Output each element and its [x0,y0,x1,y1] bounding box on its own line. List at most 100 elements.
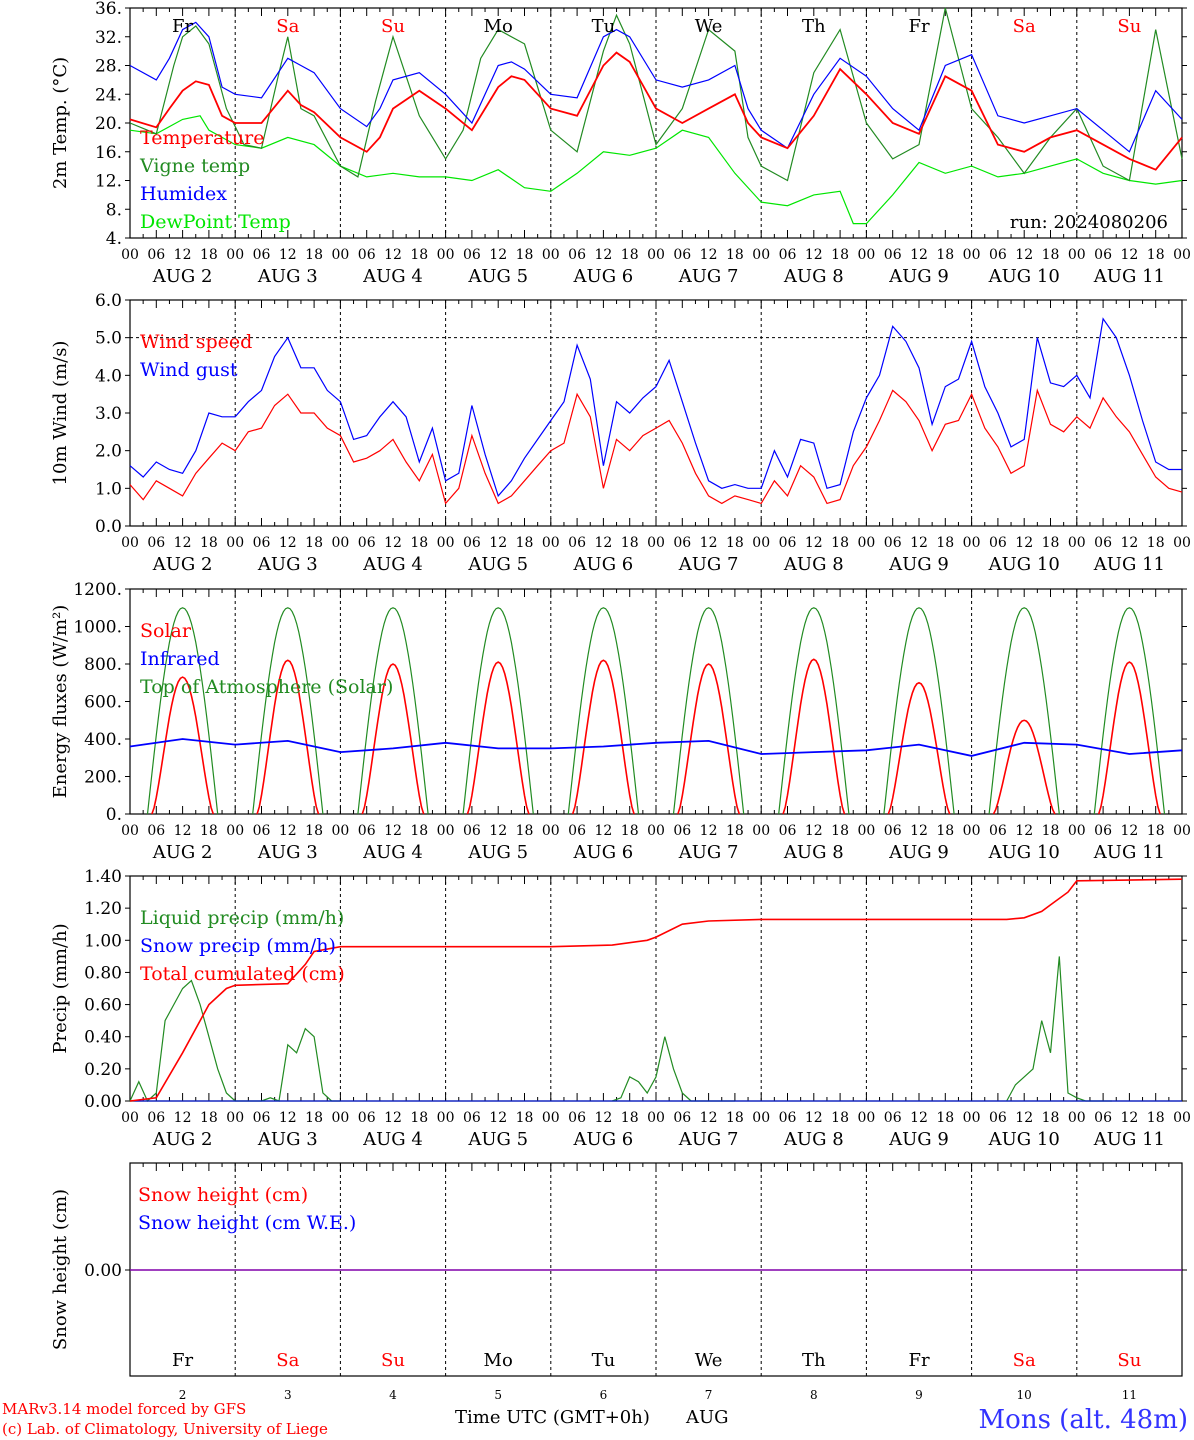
hour-tick-label: 18 [621,1110,639,1126]
y-axis-label: Energy fluxes (W/m²) [50,605,71,799]
hour-tick-label: 00 [1173,247,1191,263]
legend-entry: Wind speed [140,331,252,353]
hour-tick-label: 12 [700,823,718,839]
day-abbr: We [695,16,723,37]
hour-tick-label: 18 [305,535,323,551]
day-abbr: Sa [1013,1350,1036,1371]
day-abbr: Mo [484,1350,513,1371]
hour-tick-label: 18 [200,247,218,263]
series-3 [129,115,1183,225]
hour-tick-label: 18 [1042,1110,1060,1126]
lab-credit: (c) Lab. of Climatology, University of L… [2,1420,328,1438]
y-tick-label: 4.0 [95,366,122,386]
hour-tick-label: 00 [1068,1110,1086,1126]
hour-tick-label: 12 [1015,535,1033,551]
hour-tick-label: 18 [621,247,639,263]
hour-tick-label: 12 [1015,1110,1033,1126]
date-label: AUG 7 [678,842,739,863]
day-abbr: Su [1117,16,1141,37]
day-abbr: Tu [592,16,616,37]
y-tick-label: 0.80 [84,963,122,983]
hour-tick-label: 12 [910,535,928,551]
hour-tick-label: 00 [857,247,875,263]
y-tick-label: 36. [95,0,122,19]
y-axis-label: Precip (mm/h) [50,923,71,1053]
y-axis-label: 2m Temp. (°C) [50,57,71,189]
hour-tick-label: 06 [147,823,165,839]
hour-tick-label: 00 [647,823,665,839]
hour-tick-label: 12 [489,823,507,839]
y-tick-label: 0.40 [84,1028,122,1048]
hour-tick-label: 00 [226,823,244,839]
liquid-precip-2 [611,1036,735,1102]
hour-tick-label: 18 [936,1110,954,1126]
y-tick-label: 1.00 [84,931,122,951]
toa-day [567,607,640,815]
day-abbr: Fr [908,16,929,37]
day-abbr: Th [802,16,826,37]
y-tick-label: 0.00 [84,1261,122,1281]
date-label: AUG 9 [888,1129,949,1150]
hour-tick-label: 06 [463,535,481,551]
date-label: AUG 6 [573,1129,634,1150]
hour-tick-label: 18 [726,247,744,263]
hour-tick-label: 18 [936,535,954,551]
series-1 [129,7,1183,182]
hour-tick-label: 00 [857,535,875,551]
hour-tick-label: 12 [279,247,297,263]
day-abbr: Sa [276,16,299,37]
hour-tick-label: 12 [279,1110,297,1126]
legend-entry: Top of Atmosphere (Solar) [140,676,393,698]
hour-tick-label: 12 [489,247,507,263]
date-label: AUG 4 [362,266,423,287]
hour-tick-label: 18 [1042,535,1060,551]
hour-tick-label: 18 [516,1110,534,1126]
hour-tick-label: 06 [253,535,271,551]
solar-day [992,719,1056,815]
y-tick-label: 1.0 [95,479,122,499]
hour-tick-label: 00 [121,823,139,839]
y-tick-label: 1200. [73,580,122,600]
day-abbr: Th [802,1350,826,1371]
hour-tick-label: 00 [963,1110,981,1126]
hour-tick-label: 18 [200,535,218,551]
plot-frame [129,588,1183,815]
hour-tick-label: 06 [147,1110,165,1126]
hour-tick-label: 12 [279,823,297,839]
hour-tick-label: 12 [594,247,612,263]
date-label: AUG 3 [257,842,318,863]
hour-tick-label: 00 [121,1110,139,1126]
hour-tick-label: 18 [410,247,428,263]
hour-tick-label: 18 [410,823,428,839]
series-0 [129,51,1183,171]
hour-tick-label: 00 [752,247,770,263]
hour-tick-label: 06 [358,823,376,839]
y-tick-label: 5.0 [95,329,122,349]
solar-day [361,663,425,815]
date-label: AUG 7 [678,1129,739,1150]
hour-tick-label: 06 [463,1110,481,1126]
date-label: AUG 7 [678,266,739,287]
y-tick-label: 6.0 [95,291,122,311]
hour-tick-label: 06 [253,823,271,839]
toa-day [672,607,745,815]
x-axis-label: Time UTC (GMT+0h) [455,1407,650,1428]
day-abbr: Mo [484,16,513,37]
y-tick-label: 1000. [73,618,122,638]
hour-tick-label: 12 [805,535,823,551]
hour-tick-label: 06 [884,535,902,551]
hour-tick-label: 12 [805,1110,823,1126]
hour-tick-label: 06 [1094,1110,1112,1126]
date-label: AUG 7 [678,554,739,575]
hour-tick-label: 18 [1042,247,1060,263]
date-label: AUG 4 [362,1129,423,1150]
hour-tick-label: 00 [331,535,349,551]
hour-tick-label: 12 [1120,535,1138,551]
legend-entry: DewPoint Temp [140,211,291,233]
day-number: 6 [600,1388,608,1402]
toa-day [252,607,324,815]
date-label: AUG 11 [1093,1129,1165,1150]
hour-tick-label: 00 [121,535,139,551]
date-label: AUG 11 [1093,266,1165,287]
hour-tick-label: 18 [831,823,849,839]
